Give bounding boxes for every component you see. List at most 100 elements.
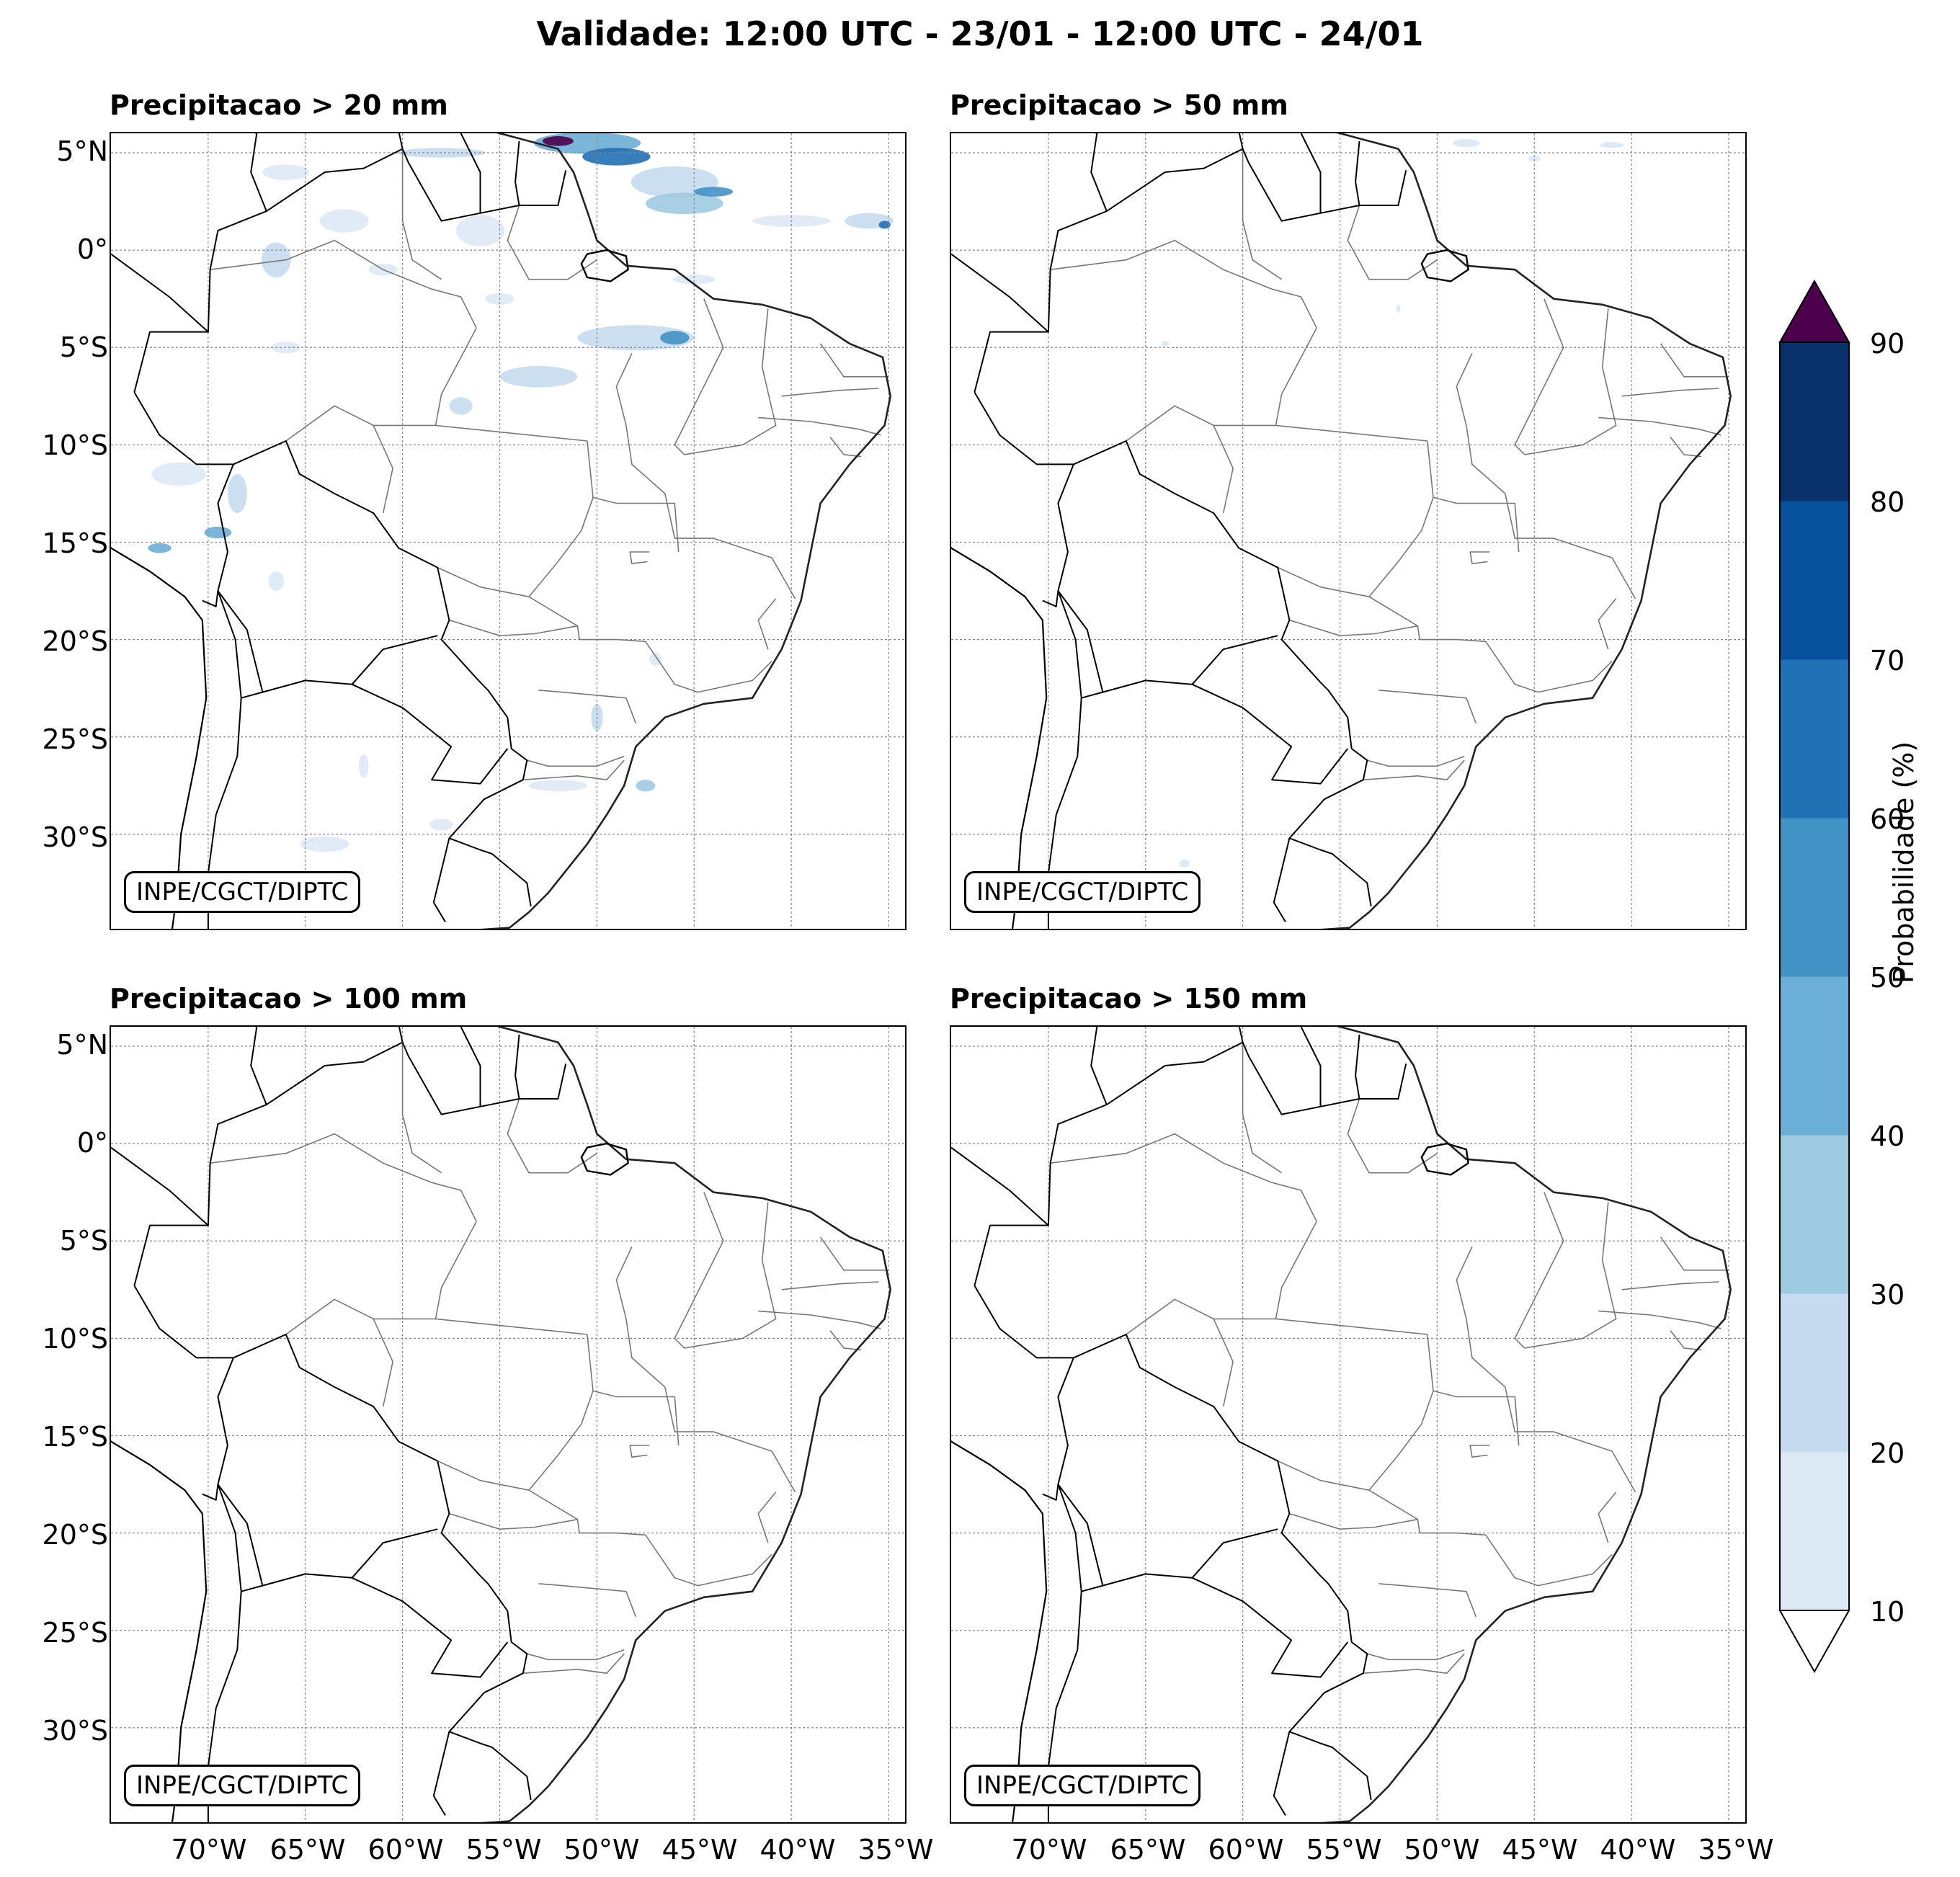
lon-label: 65°W	[1110, 1834, 1186, 1865]
colorbar-segment	[1780, 342, 1849, 501]
lat-label: 5°N	[56, 1029, 108, 1061]
map-panel-150mm: INPE/CGCT/DIPTC	[950, 1025, 1747, 1824]
lat-label: 5°S	[59, 1225, 108, 1257]
precip-probability-area	[1452, 139, 1480, 147]
colorbar	[1778, 279, 1850, 1674]
precip-probability-area	[582, 148, 651, 166]
precip-probability-area	[268, 571, 285, 592]
precip-probability-area	[636, 780, 656, 792]
map-panel-50mm: INPE/CGCT/DIPTC	[950, 132, 1747, 930]
precip-probability-area	[577, 325, 695, 351]
credit-label: INPE/CGCT/DIPTC	[964, 1765, 1201, 1806]
precip-probability-area	[1179, 860, 1190, 868]
lon-label: 45°W	[1502, 1834, 1578, 1865]
colorbar-tick: 80	[1870, 486, 1905, 518]
lon-label: 60°W	[368, 1834, 444, 1865]
lon-label: 40°W	[760, 1834, 836, 1865]
lon-label: 35°W	[1698, 1834, 1774, 1865]
precip-probability-area	[645, 192, 723, 215]
precip-probability-area	[455, 215, 505, 246]
precip-probability-area	[660, 331, 690, 345]
precip-probability-area	[694, 187, 734, 197]
colorbar-tick: 20	[1870, 1437, 1905, 1469]
lon-label: 55°W	[466, 1834, 542, 1865]
colorbar-segment	[1780, 501, 1849, 660]
lat-label: 25°S	[42, 723, 108, 755]
colorbar-under-arrow	[1778, 1610, 1850, 1674]
map-canvas	[111, 1027, 905, 1822]
precip-probability-area	[262, 164, 310, 180]
precip-probability-area	[1600, 142, 1624, 148]
precip-probability-area	[1161, 340, 1170, 347]
lat-label: 25°S	[42, 1617, 108, 1649]
colorbar-segment	[1780, 659, 1849, 819]
precip-probability-area	[542, 136, 574, 146]
lon-label: 70°W	[1011, 1834, 1087, 1865]
lon-label: 55°W	[1306, 1834, 1382, 1865]
lat-label: 10°S	[42, 1323, 108, 1355]
lat-label: 20°S	[42, 1519, 108, 1551]
credit-label: INPE/CGCT/DIPTC	[124, 871, 361, 913]
colorbar-segment	[1780, 1135, 1849, 1294]
lat-label: 0°	[76, 1127, 108, 1159]
lat-label: 30°S	[42, 821, 108, 853]
panel-title-20mm: Precipitacao > 20 mm	[110, 89, 448, 121]
map-canvas	[951, 133, 1745, 929]
precip-probability-area	[1528, 156, 1541, 162]
lat-label: 0°	[76, 233, 108, 265]
colorbar-tick: 50	[1870, 962, 1905, 994]
lat-label: 15°S	[42, 1421, 108, 1453]
colorbar-segment	[1780, 1293, 1849, 1453]
map-panel-100mm: INPE/CGCT/DIPTC	[110, 1025, 906, 1824]
precip-probability-area	[262, 242, 291, 277]
precip-probability-area	[300, 836, 349, 852]
precip-probability-area	[1396, 304, 1401, 313]
precip-probability-area	[499, 365, 578, 388]
panel-title-100mm: Precipitacao > 100 mm	[110, 983, 468, 1015]
lon-label: 50°W	[1404, 1834, 1480, 1865]
precip-probability-area	[429, 819, 453, 831]
colorbar-tick: 30	[1870, 1279, 1905, 1311]
colorbar-segment	[1780, 818, 1849, 977]
credit-label: INPE/CGCT/DIPTC	[964, 871, 1201, 913]
lon-label: 45°W	[662, 1834, 738, 1865]
panel-title-50mm: Precipitacao > 50 mm	[950, 89, 1288, 121]
lat-label: 30°S	[42, 1715, 108, 1747]
credit-label: INPE/CGCT/DIPTC	[124, 1765, 361, 1806]
colorbar-tick: 40	[1870, 1120, 1905, 1152]
precip-probability-area	[227, 473, 247, 513]
colorbar-frame	[1779, 342, 1850, 1611]
colorbar-segment	[1780, 1452, 1849, 1611]
lat-label: 5°S	[59, 331, 108, 363]
lon-label: 60°W	[1208, 1834, 1284, 1865]
precip-probability-area	[878, 220, 891, 229]
colorbar-label: Probabilidade (%)	[1888, 741, 1920, 984]
map-panel-20mm: INPE/CGCT/DIPTC	[110, 132, 906, 930]
precip-probability-area	[319, 209, 369, 233]
panel-title-150mm: Precipitacao > 150 mm	[950, 983, 1308, 1015]
figure-title: Validade: 12:00 UTC - 23/01 - 12:00 UTC …	[536, 14, 1424, 53]
precip-probability-area	[672, 274, 716, 285]
map-canvas	[111, 133, 905, 929]
lat-label: 5°N	[56, 135, 108, 167]
colorbar-tick: 90	[1870, 328, 1905, 360]
map-canvas	[951, 1027, 1745, 1822]
colorbar-tick: 70	[1870, 645, 1905, 677]
lat-label: 15°S	[42, 527, 108, 559]
lon-label: 65°W	[270, 1834, 346, 1865]
lat-label: 10°S	[42, 429, 108, 461]
colorbar-segment	[1780, 976, 1849, 1136]
precip-probability-area	[649, 652, 662, 666]
precip-probability-area	[151, 462, 207, 486]
colorbar-tick: 60	[1870, 803, 1905, 835]
precip-probability-area	[449, 397, 473, 415]
lon-label: 35°W	[858, 1834, 934, 1865]
colorbar-tick: 10	[1870, 1596, 1905, 1628]
precip-probability-area	[148, 543, 172, 553]
colorbar-over-arrow	[1778, 279, 1850, 343]
precip-probability-area	[528, 780, 587, 792]
lat-label: 20°S	[42, 625, 108, 657]
lon-label: 50°W	[564, 1834, 640, 1865]
lon-label: 70°W	[171, 1834, 247, 1865]
